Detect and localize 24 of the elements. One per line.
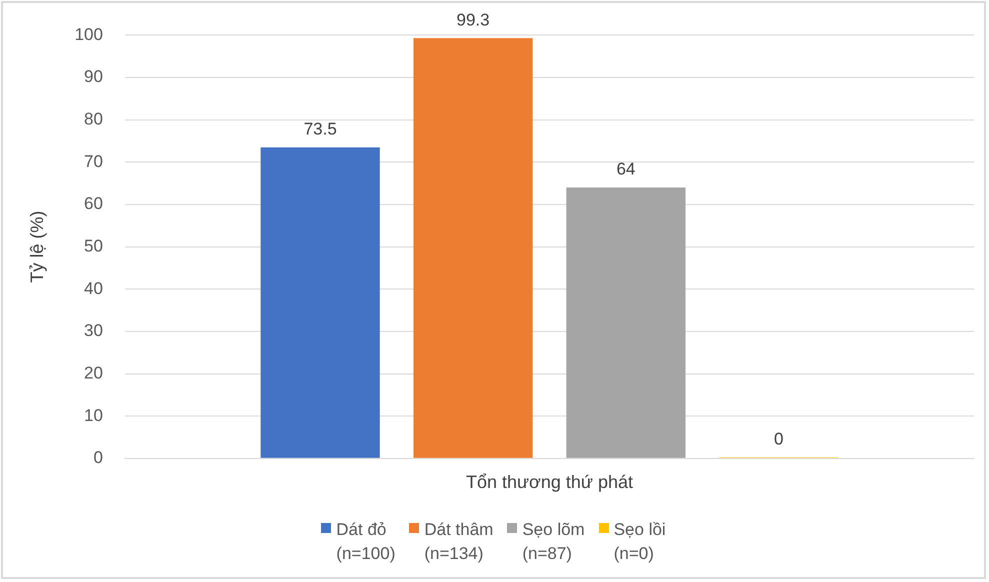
y-tick-label: 0: [93, 448, 103, 468]
bar: [566, 188, 686, 458]
bar: [413, 38, 533, 458]
data-label: 73.5: [304, 120, 337, 139]
legend-label: Dát đỏ (n=100): [336, 519, 396, 565]
data-label: 99.3: [456, 10, 490, 30]
y-tick-label: 80: [84, 110, 103, 129]
y-tick-label: 100: [74, 24, 103, 44]
data-label: 64: [616, 160, 636, 179]
y-tick-label: 40: [84, 278, 103, 298]
legend-label: Sẹo lồi (n=0): [614, 519, 666, 565]
legend-label: Sẹo lõm (n=87): [522, 519, 585, 565]
y-tick-label: 30: [84, 321, 103, 340]
legend-label: Dát thâm (n=134): [424, 519, 494, 565]
y-tick-label: 90: [84, 67, 103, 86]
y-tick-label: 10: [84, 406, 103, 425]
y-tick-label: 20: [84, 363, 103, 382]
y-tick-label: 70: [84, 152, 103, 171]
y-tick-label: 50: [84, 236, 103, 256]
bar: [260, 147, 380, 458]
y-axis-title: Tỷ lệ (%): [26, 210, 47, 283]
x-tick-label: Tổn thương thứ phát: [466, 472, 633, 492]
data-label: 0: [774, 430, 784, 449]
y-tick-label: 60: [84, 194, 103, 214]
